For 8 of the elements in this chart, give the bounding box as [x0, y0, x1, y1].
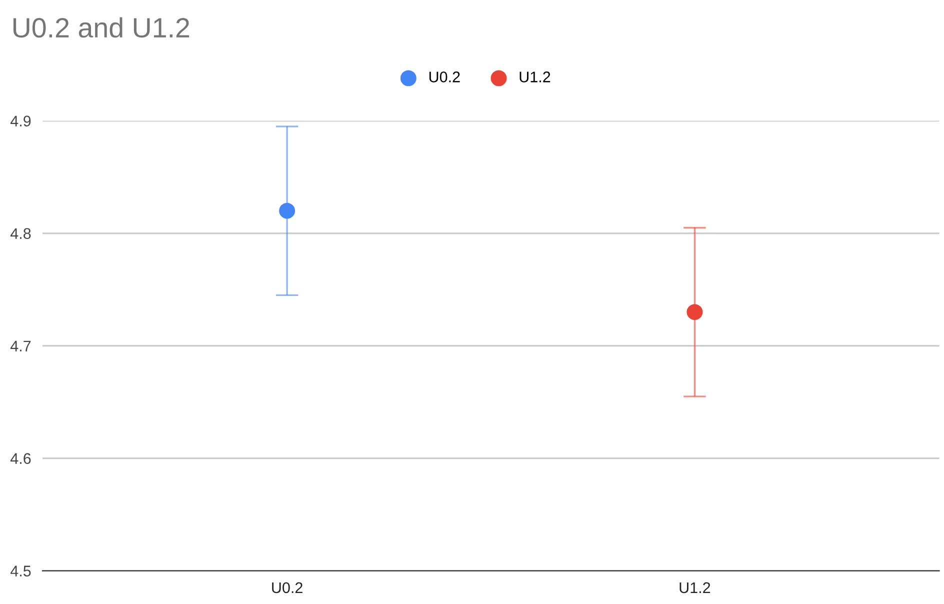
y-tick-label: 4.6 — [10, 453, 31, 464]
y-tick-label: 4.7 — [10, 340, 31, 352]
legend-label: U1.2 — [520, 72, 550, 82]
y-tick-label: 4.5 — [10, 566, 31, 576]
y-tick-label: 4.9 — [10, 116, 31, 126]
legend-label: U0.2 — [429, 72, 460, 82]
chart-title: U0.2 and U1.2 — [13, 17, 190, 38]
y-tick-label: 4.8 — [10, 228, 31, 239]
